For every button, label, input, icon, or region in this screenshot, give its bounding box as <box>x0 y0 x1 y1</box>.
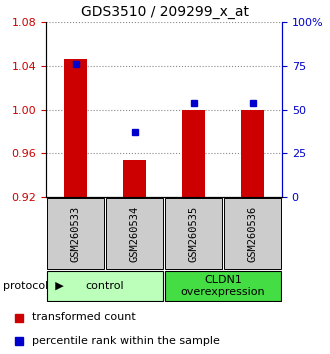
Text: GSM260534: GSM260534 <box>129 205 140 262</box>
Text: transformed count: transformed count <box>32 313 136 322</box>
Bar <box>64 59 87 197</box>
Text: protocol  ▶: protocol ▶ <box>3 281 64 291</box>
Text: percentile rank within the sample: percentile rank within the sample <box>32 336 220 346</box>
Text: GSM260533: GSM260533 <box>71 205 81 262</box>
Bar <box>106 198 163 269</box>
Text: GSM260535: GSM260535 <box>188 205 199 262</box>
Bar <box>165 271 281 301</box>
Bar <box>47 271 163 301</box>
Bar <box>182 109 205 197</box>
Bar <box>123 160 146 197</box>
Text: control: control <box>86 281 124 291</box>
Bar <box>165 198 222 269</box>
Bar <box>224 198 281 269</box>
Text: GDS3510 / 209299_x_at: GDS3510 / 209299_x_at <box>81 5 249 19</box>
Text: GSM260536: GSM260536 <box>248 205 257 262</box>
Bar <box>47 198 104 269</box>
Bar <box>241 109 264 197</box>
Text: CLDN1
overexpression: CLDN1 overexpression <box>181 275 265 297</box>
